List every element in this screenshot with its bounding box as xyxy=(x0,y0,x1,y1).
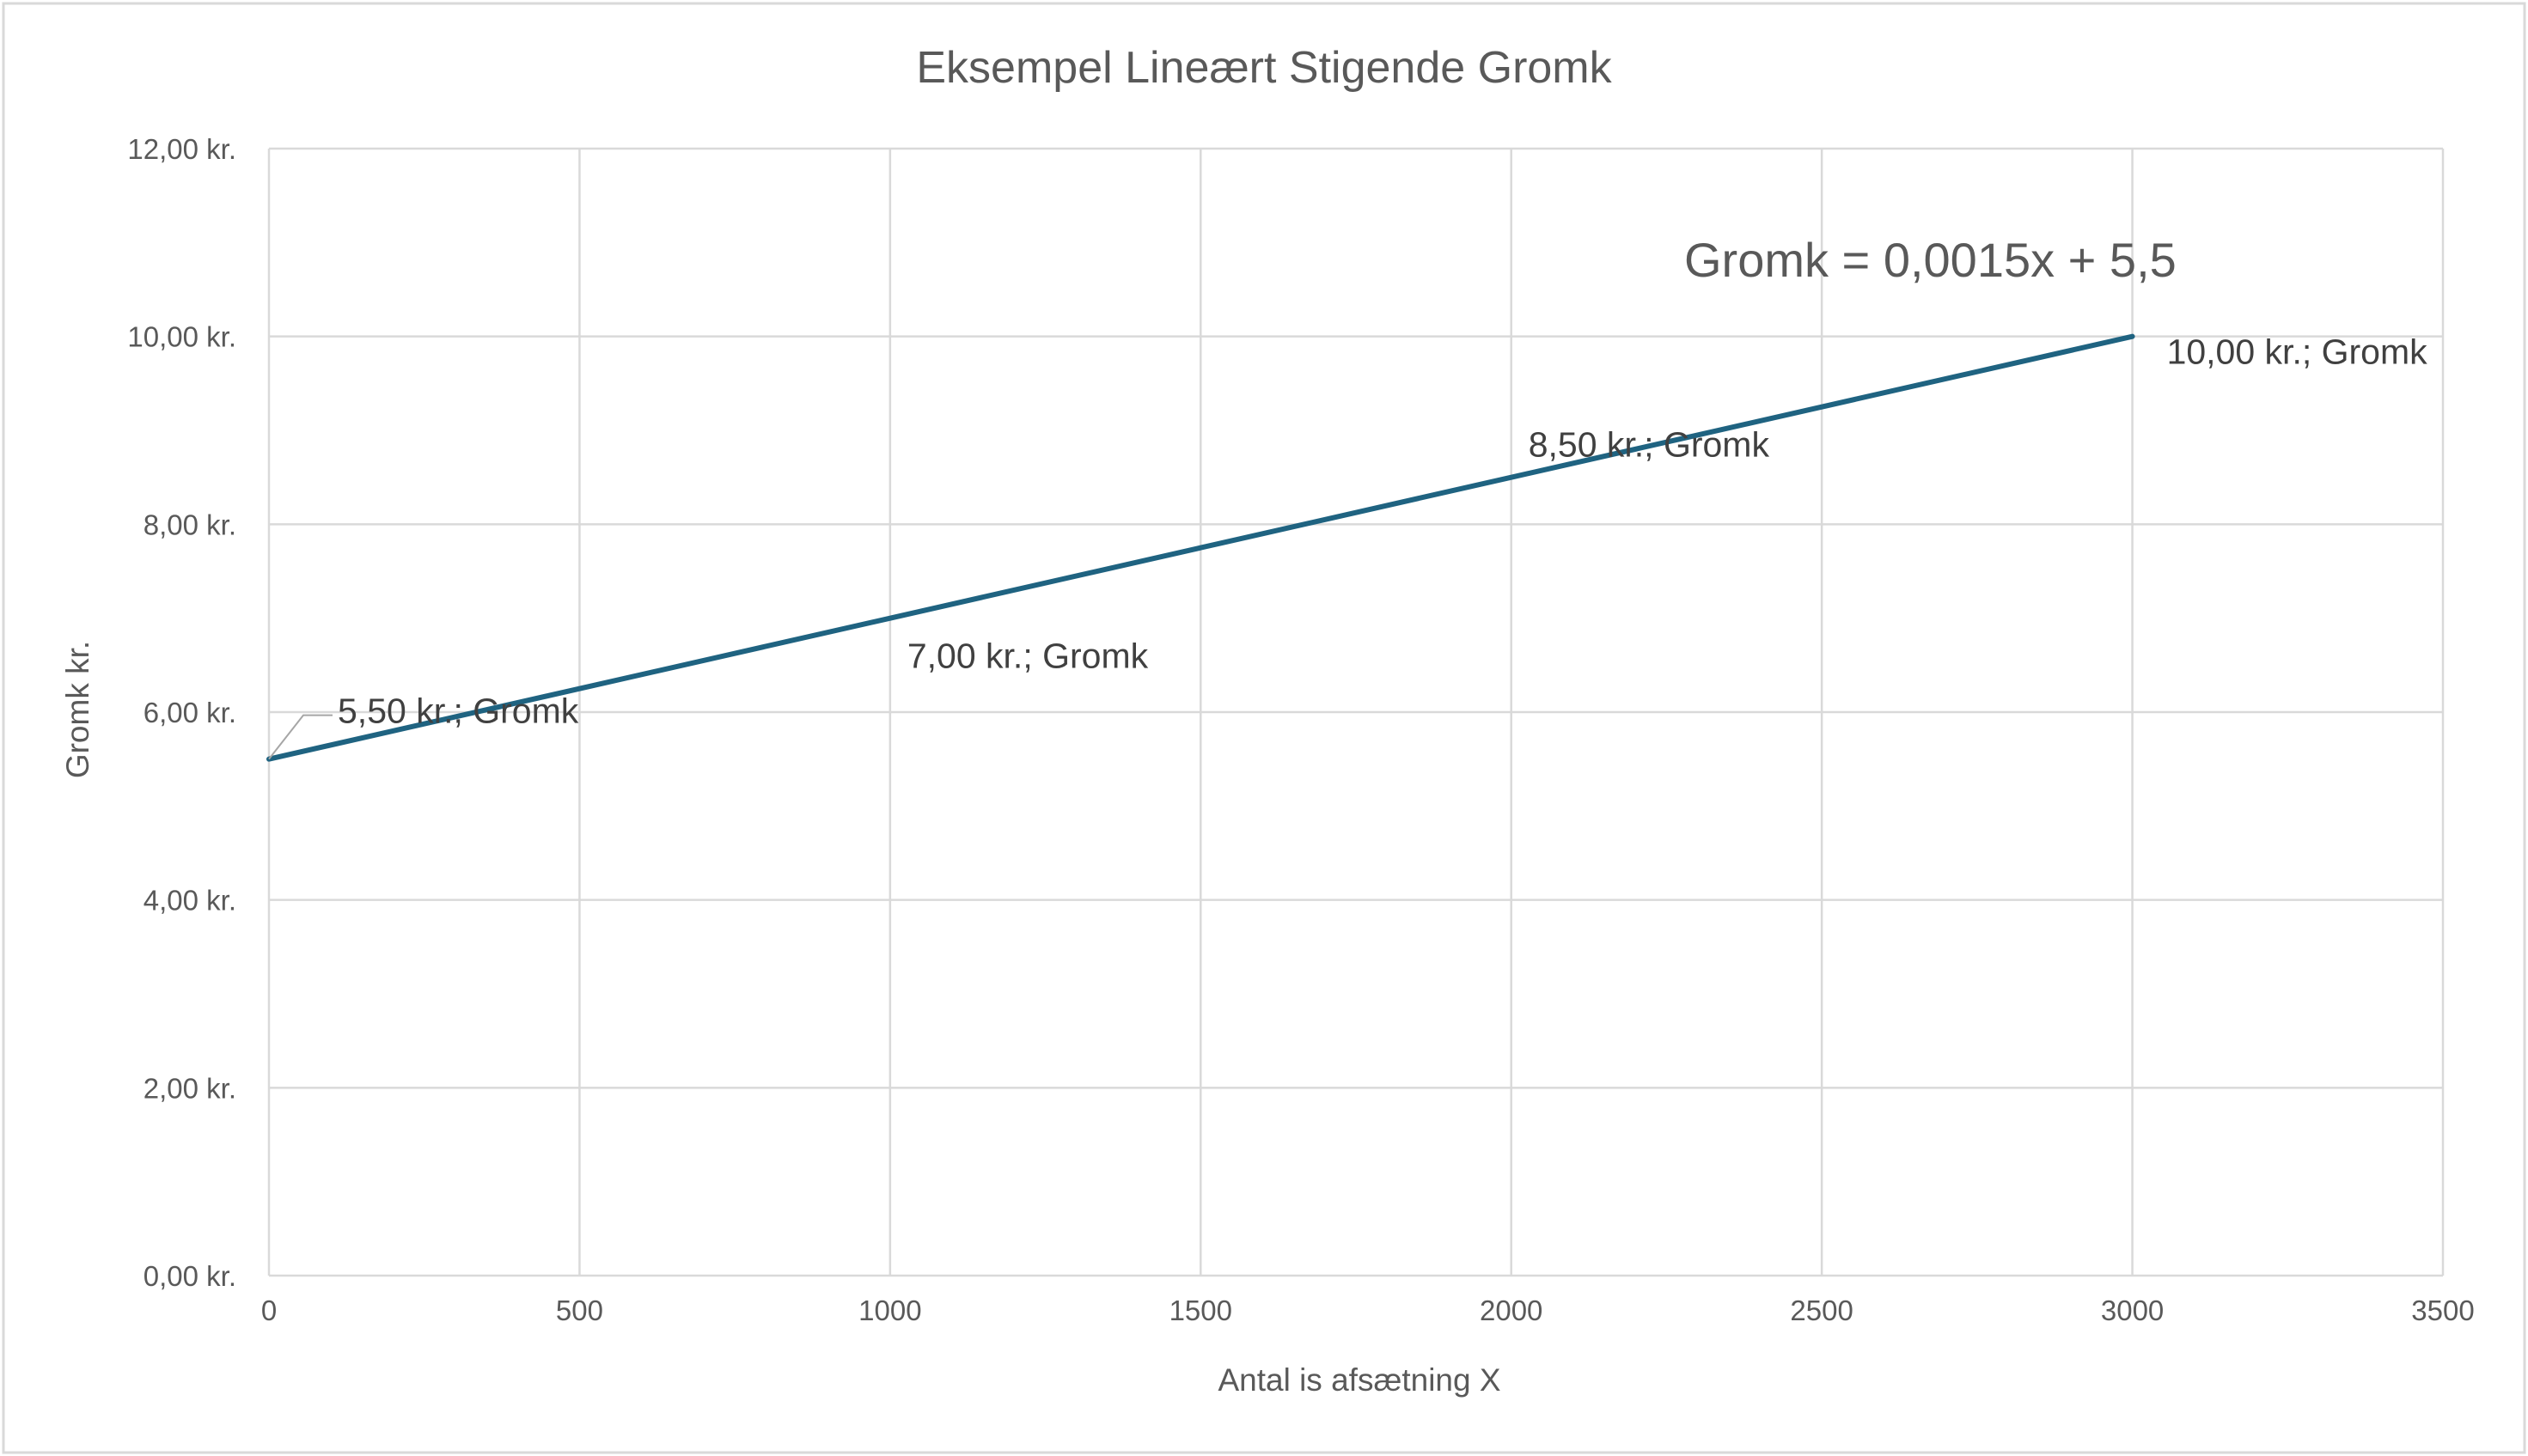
axes xyxy=(267,149,2443,1277)
data-label: 8,50 kr.; Gromk xyxy=(1529,425,1770,465)
series xyxy=(266,333,2135,762)
y-tick-label: 12,00 kr. xyxy=(127,133,236,165)
grid xyxy=(269,147,2445,1276)
data-label-leader-line xyxy=(268,714,333,760)
data-label: 7,00 kr.; Gromk xyxy=(907,637,1149,676)
x-tick-label: 1000 xyxy=(858,1295,921,1326)
data-label: 5,50 kr.; Gromk xyxy=(338,691,579,731)
y-tick-label: 0,00 kr. xyxy=(143,1260,236,1292)
y-axis-title: Gromk kr. xyxy=(60,641,95,778)
x-tick-label: 500 xyxy=(556,1295,603,1326)
chart-title: Eksempel Lineært Stigende Gromk xyxy=(916,43,1612,93)
data-label: 10,00 kr.; Gromk xyxy=(2167,332,2428,372)
x-tick-label: 1500 xyxy=(1169,1295,1232,1326)
y-tick-label: 8,00 kr. xyxy=(143,509,236,540)
data-labels: 5,50 kr.; Gromk 7,00 kr.; Gromk 8,50 kr.; … xyxy=(268,332,2428,760)
series-line-gromk xyxy=(266,333,2135,762)
x-tick-label: 3000 xyxy=(2101,1295,2164,1326)
y-tick-label: 6,00 kr. xyxy=(143,697,236,728)
x-tick-label: 0 xyxy=(261,1295,277,1326)
y-tick-label: 2,00 kr. xyxy=(143,1072,236,1104)
y-tick-label: 4,00 kr. xyxy=(143,885,236,917)
trendline-equation: Gromk = 0,0015x + 5,5 xyxy=(1684,233,2177,287)
y-tick-label: 10,00 kr. xyxy=(127,321,236,353)
x-tick-label: 2000 xyxy=(1480,1295,1542,1326)
x-axis-title: Antal is afsætning X xyxy=(1218,1362,1500,1398)
tick-labels: 0,00 kr. 2,00 kr. 4,00 kr. 6,00 kr. 8,00 kr.… xyxy=(127,133,2474,1326)
x-tick-label: 2500 xyxy=(1790,1295,1853,1326)
x-tick-label: 3500 xyxy=(2411,1295,2474,1326)
